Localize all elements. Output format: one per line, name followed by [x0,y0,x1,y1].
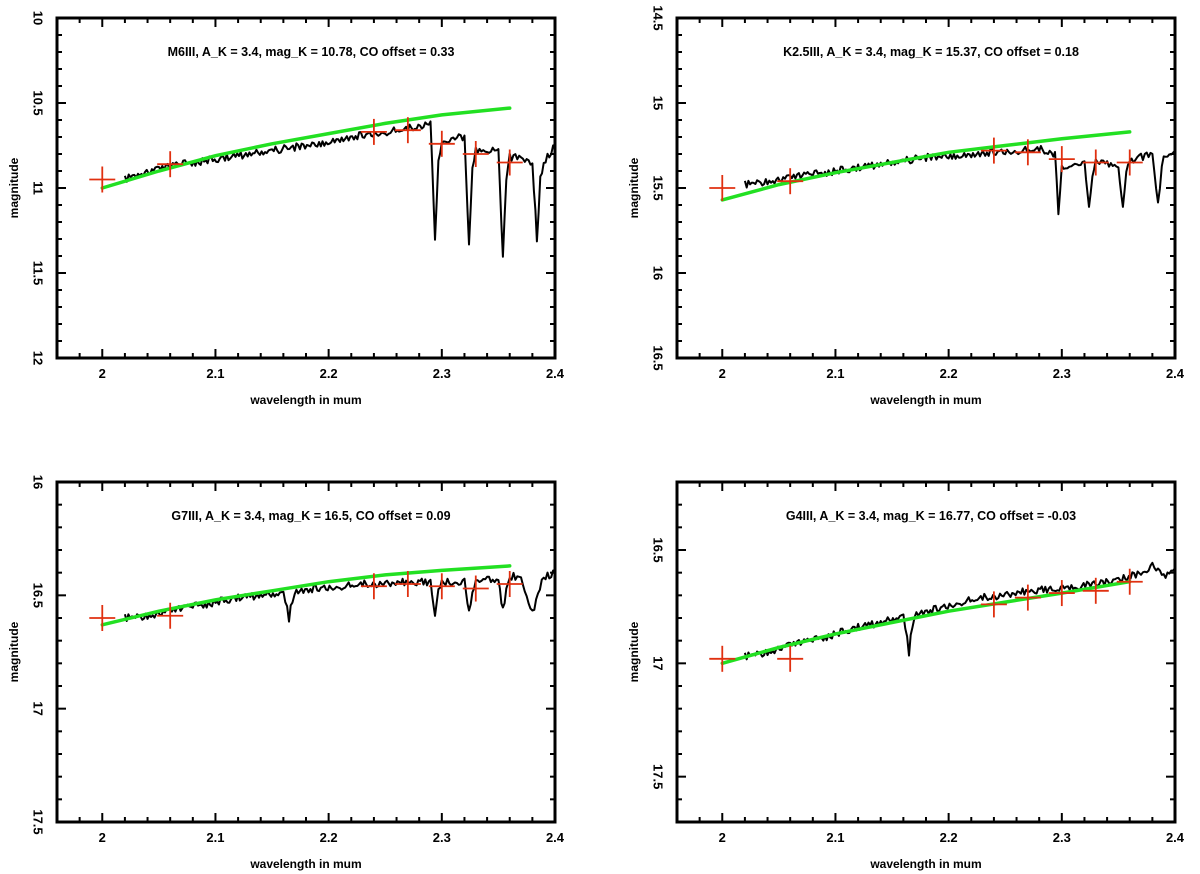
model-curve [720,579,1132,666]
photometry-point [1082,149,1109,176]
y-axis-label: magnitude [627,157,641,218]
chart-panel-k25iii: 2 2.1 2.2 2.3 2.4 14.5 15 15.5 16 16.5 wavelength … [620,0,1200,407]
y-tick-label: 16 [31,475,46,489]
y-tick-label: 15 [651,96,666,110]
x-axis-label: wavelength in mum [249,393,361,407]
y-tick-label: 11 [31,181,46,195]
x-tick-label: 2.2 [320,830,338,845]
y-tick-label: 17 [31,701,46,715]
photometry-point [394,117,421,144]
x-tick-label: 2.2 [940,830,958,845]
plot-frame [675,16,1177,360]
x-tick-label: 2.3 [433,830,451,845]
photometry-point [1048,580,1075,607]
photometry-point [777,645,804,672]
photometry-point [1116,568,1143,595]
photometry-point [1048,146,1075,173]
chart-svg: 2 2.1 2.2 2.3 2.4 14.5 15 15.5 16 16.5 wavelength … [627,5,1185,407]
photometry-point [980,137,1007,164]
photometry-point [394,571,421,597]
y-tick-label: 17.5 [651,764,666,789]
photometry-point [1116,149,1143,176]
chart-panel-g7iii: 2 2.1 2.2 2.3 2.4 16 16.5 17 17.5 wavelength in m… [0,464,580,871]
spectrum-line [123,569,556,623]
y-axis-label: magnitude [7,621,21,682]
plot-frame [55,480,557,824]
photometry-point [360,118,387,145]
chart-svg: 2 2.1 2.2 2.3 2.4 10 10.5 11 11.5 12 wavelength in… [7,11,565,407]
x-tick-label: 2.1 [206,830,224,845]
y-axis-label: magnitude [7,157,21,218]
y-tick-label: 12 [31,351,46,365]
photometry-point [428,573,455,600]
x-axis-label: wavelength in mum [869,857,981,871]
photometry-point [157,602,184,629]
y-tick-label: 16 [651,266,666,280]
y-tick-label: 14.5 [651,5,666,30]
y-tick-label: 10 [31,11,46,25]
x-tick-label: 2.4 [1166,366,1185,381]
photometry-point [1014,139,1041,166]
x-tick-label: 2.4 [1166,830,1185,845]
y-tick-label: 16.5 [651,345,666,370]
photometry-point [428,130,455,157]
y-tick-label: 17.5 [31,809,46,834]
photometry-point [496,571,523,597]
chart-annotation: G4III, A_K = 3.4, mag_K = 16.77, CO offs… [786,509,1076,523]
y-tick-label: 15.5 [651,175,666,200]
x-tick-label: 2.3 [433,366,451,381]
chart-svg: 2 2.1 2.2 2.3 2.4 16 16.5 17 17.5 wavelength in m… [7,475,565,871]
x-tick-label: 2.1 [826,366,844,381]
spectrum-line [743,561,1176,661]
plot-frame [55,16,557,360]
spectrum-line [743,145,1176,216]
x-axis-label: wavelength in mum [249,857,361,871]
model-curve [100,106,512,190]
x-tick-label: 2 [99,830,106,845]
photometry-point [462,575,489,602]
chart-panel-m6iii: 2 2.1 2.2 2.3 2.4 10 10.5 11 11.5 12 wavelength in… [0,0,580,407]
y-axis-label: magnitude [627,621,641,682]
photometry-point [709,175,736,201]
y-tick-label: 17 [651,656,666,670]
x-tick-label: 2 [719,366,726,381]
photometry-point [89,166,116,193]
photometry-point [777,168,804,195]
photometry-point [1014,584,1041,611]
photometry-point [157,151,184,178]
x-tick-label: 2.2 [940,366,958,381]
x-tick-label: 2.4 [546,366,565,381]
photometry-point [89,605,116,631]
spectrum-line [123,120,556,258]
y-tick-label: 16.5 [31,583,46,608]
photometry-point [496,149,523,176]
x-tick-label: 2 [99,366,106,381]
model-curve [720,130,1132,202]
chart-svg: 2 2.1 2.2 2.3 2.4 16.5 17 17.5 wavelength in mum… [627,480,1185,871]
photometry-point [1082,577,1109,604]
photometry-point [360,573,387,600]
plot-frame [675,480,1177,824]
chart-annotation: G7III, A_K = 3.4, mag_K = 16.5, CO offse… [171,509,450,523]
x-tick-label: 2.4 [546,830,565,845]
chart-annotation: M6III, A_K = 3.4, mag_K = 10.78, CO offs… [168,45,455,59]
x-tick-label: 2.1 [826,830,844,845]
y-tick-label: 11.5 [31,261,46,286]
photometry-point [709,645,736,672]
photometry-point [980,591,1007,618]
chart-panel-g4iii: 2 2.1 2.2 2.3 2.4 16.5 17 17.5 wavelength in mum… [620,464,1200,871]
y-tick-label: 10.5 [31,90,46,115]
x-tick-label: 2.3 [1053,366,1071,381]
x-tick-label: 2.3 [1053,830,1071,845]
y-tick-label: 16.5 [651,537,666,562]
x-axis-label: wavelength in mum [869,393,981,407]
model-curve [100,564,512,627]
x-tick-label: 2.1 [206,366,224,381]
x-tick-label: 2 [719,830,726,845]
photometry-point [462,141,489,167]
x-tick-label: 2.2 [320,366,338,381]
chart-annotation: K2.5III, A_K = 3.4, mag_K = 15.37, CO of… [783,45,1079,59]
